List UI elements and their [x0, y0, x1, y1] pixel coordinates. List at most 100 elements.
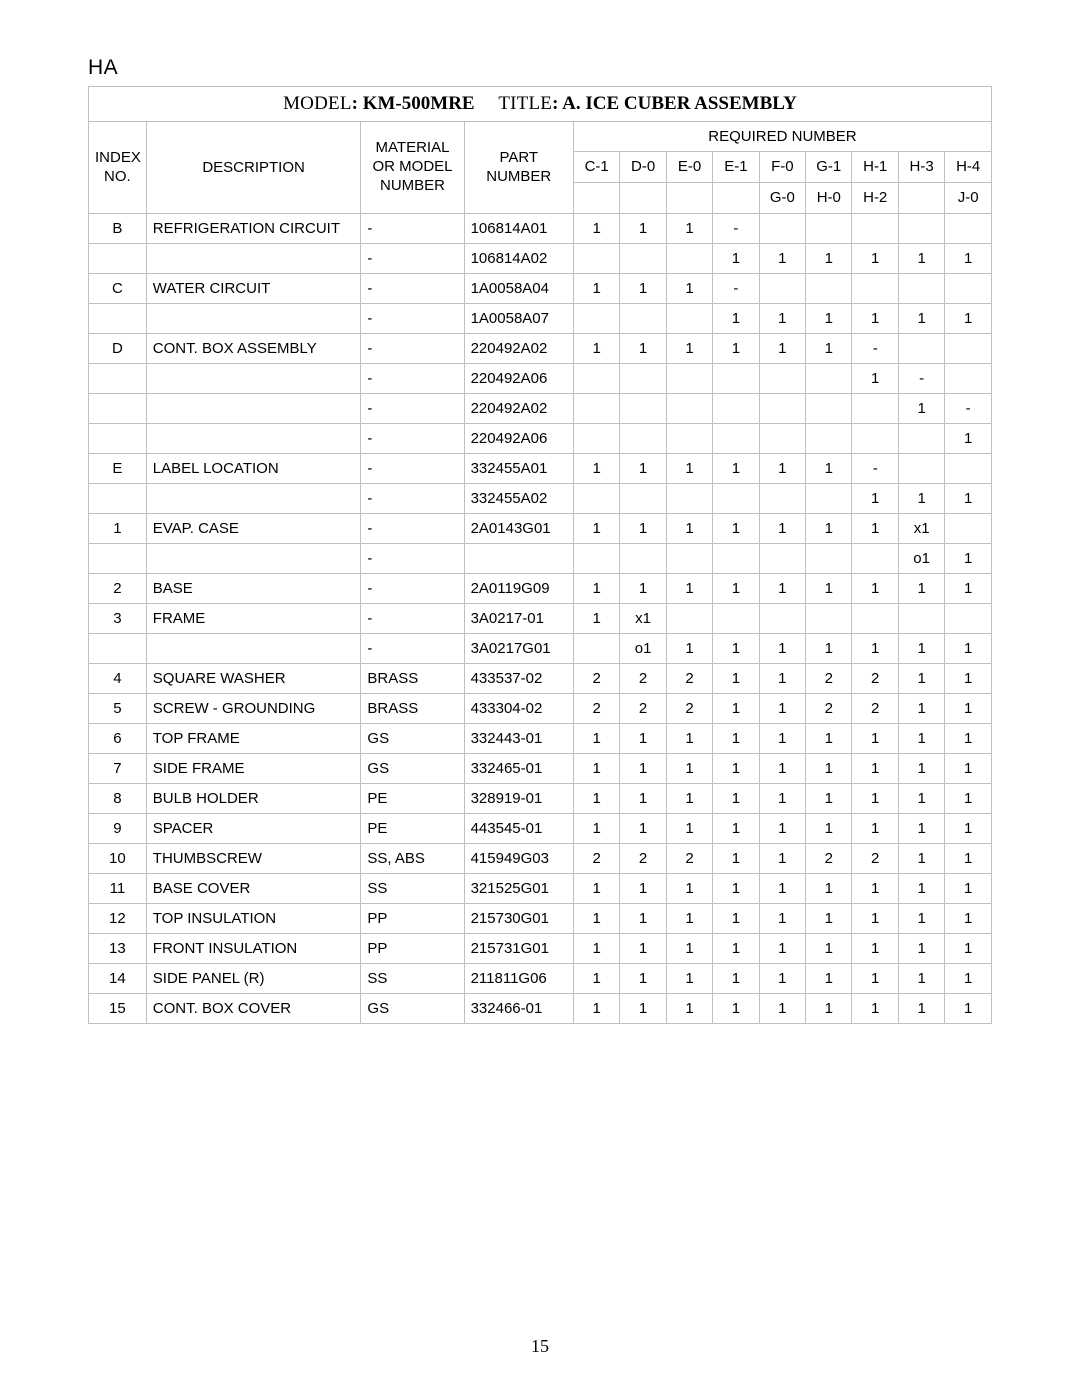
cell-qty [573, 484, 619, 514]
cell-qty [898, 274, 944, 304]
cell-qty: 1 [945, 754, 992, 784]
cell-qty: 1 [898, 934, 944, 964]
cell-index [89, 364, 147, 394]
cell-qty: 2 [573, 844, 619, 874]
cell-qty: 1 [898, 634, 944, 664]
cell-qty: 1 [620, 964, 666, 994]
hdr-sub-8: J-0 [945, 183, 992, 214]
cell-qty: 1 [620, 934, 666, 964]
cell-qty [945, 454, 992, 484]
hdr-sub-0 [573, 183, 619, 214]
table-row: -3A0217G01o11111111 [89, 634, 992, 664]
cell-index [89, 304, 147, 334]
parts-table: MODEL: KM-500MRE TITLE: A. ICE CUBER ASS… [88, 86, 992, 1024]
cell-description: THUMBSCREW [146, 844, 361, 874]
cell-qty: 1 [852, 874, 898, 904]
cell-qty: 1 [759, 814, 805, 844]
cell-qty: 1 [806, 874, 852, 904]
hdr-sub-7 [898, 183, 944, 214]
cell-part-number: 106814A01 [464, 214, 573, 244]
cell-qty [759, 274, 805, 304]
cell-part-number: 1A0058A07 [464, 304, 573, 334]
cell-qty [759, 394, 805, 424]
cell-qty [852, 604, 898, 634]
cell-material: BRASS [361, 694, 464, 724]
cell-qty: 1 [573, 814, 619, 844]
table-row: -220492A061 [89, 424, 992, 454]
cell-qty: 1 [573, 574, 619, 604]
hdr-f0: F-0 [759, 152, 805, 183]
cell-qty [620, 544, 666, 574]
cell-qty [759, 364, 805, 394]
cell-index: 14 [89, 964, 147, 994]
cell-qty: 1 [713, 634, 759, 664]
cell-part-number: 328919-01 [464, 784, 573, 814]
cell-qty: 1 [713, 784, 759, 814]
hdr-h1: H-1 [852, 152, 898, 183]
cell-index [89, 484, 147, 514]
cell-qty: 1 [945, 934, 992, 964]
cell-qty [852, 544, 898, 574]
table-row: 9SPACERPE443545-01111111111 [89, 814, 992, 844]
cell-qty [852, 274, 898, 304]
cell-description: BULB HOLDER [146, 784, 361, 814]
table-row: -220492A021- [89, 394, 992, 424]
hdr-required-number: REQUIRED NUMBER [573, 122, 991, 152]
cell-qty: 1 [806, 514, 852, 544]
cell-material: SS [361, 964, 464, 994]
cell-qty [666, 604, 712, 634]
cell-qty: 1 [666, 214, 712, 244]
cell-index: 12 [89, 904, 147, 934]
title-row: MODEL: KM-500MRE TITLE: A. ICE CUBER ASS… [89, 87, 992, 122]
cell-qty: 2 [852, 844, 898, 874]
cell-description: WATER CIRCUIT [146, 274, 361, 304]
table-row: 15CONT. BOX COVERGS332466-01111111111 [89, 994, 992, 1024]
cell-qty [806, 424, 852, 454]
cell-qty: 1 [713, 994, 759, 1024]
cell-qty: 1 [945, 304, 992, 334]
cell-part-number [464, 544, 573, 574]
cell-description: CONT. BOX COVER [146, 994, 361, 1024]
cell-qty: 1 [666, 574, 712, 604]
table-row: 11BASE COVERSS321525G01111111111 [89, 874, 992, 904]
cell-qty: 1 [713, 514, 759, 544]
cell-index: C [89, 274, 147, 304]
cell-description: BASE COVER [146, 874, 361, 904]
cell-qty: 1 [852, 514, 898, 544]
cell-part-number: 443545-01 [464, 814, 573, 844]
cell-qty: 1 [945, 964, 992, 994]
cell-index: 11 [89, 874, 147, 904]
cell-qty: 2 [806, 694, 852, 724]
cell-part-number: 211811G06 [464, 964, 573, 994]
table-row: 3FRAME-3A0217-011x1 [89, 604, 992, 634]
cell-qty: 1 [945, 574, 992, 604]
cell-qty: 2 [573, 664, 619, 694]
cell-qty: 1 [620, 784, 666, 814]
cell-qty: 1 [806, 994, 852, 1024]
table-row: DCONT. BOX ASSEMBLY-220492A02111111- [89, 334, 992, 364]
cell-qty: 1 [620, 724, 666, 754]
cell-qty: 1 [573, 994, 619, 1024]
cell-material: PP [361, 904, 464, 934]
cell-qty: 1 [666, 814, 712, 844]
cell-qty: 1 [852, 814, 898, 844]
cell-part-number: 2A0143G01 [464, 514, 573, 544]
cell-description [146, 484, 361, 514]
hdr-h3: H-3 [898, 152, 944, 183]
cell-index [89, 244, 147, 274]
cell-index: 3 [89, 604, 147, 634]
cell-material: - [361, 244, 464, 274]
cell-qty: 1 [898, 724, 944, 754]
cell-index: 5 [89, 694, 147, 724]
cell-qty [852, 424, 898, 454]
hdr-h4: H-4 [945, 152, 992, 183]
cell-qty: 1 [666, 334, 712, 364]
cell-qty: 1 [620, 574, 666, 604]
cell-qty: 1 [898, 394, 944, 424]
cell-qty [806, 484, 852, 514]
cell-material: PP [361, 934, 464, 964]
cell-material: SS, ABS [361, 844, 464, 874]
table-row: BREFRIGERATION CIRCUIT-106814A01111- [89, 214, 992, 244]
cell-index: B [89, 214, 147, 244]
cell-qty: 2 [666, 694, 712, 724]
